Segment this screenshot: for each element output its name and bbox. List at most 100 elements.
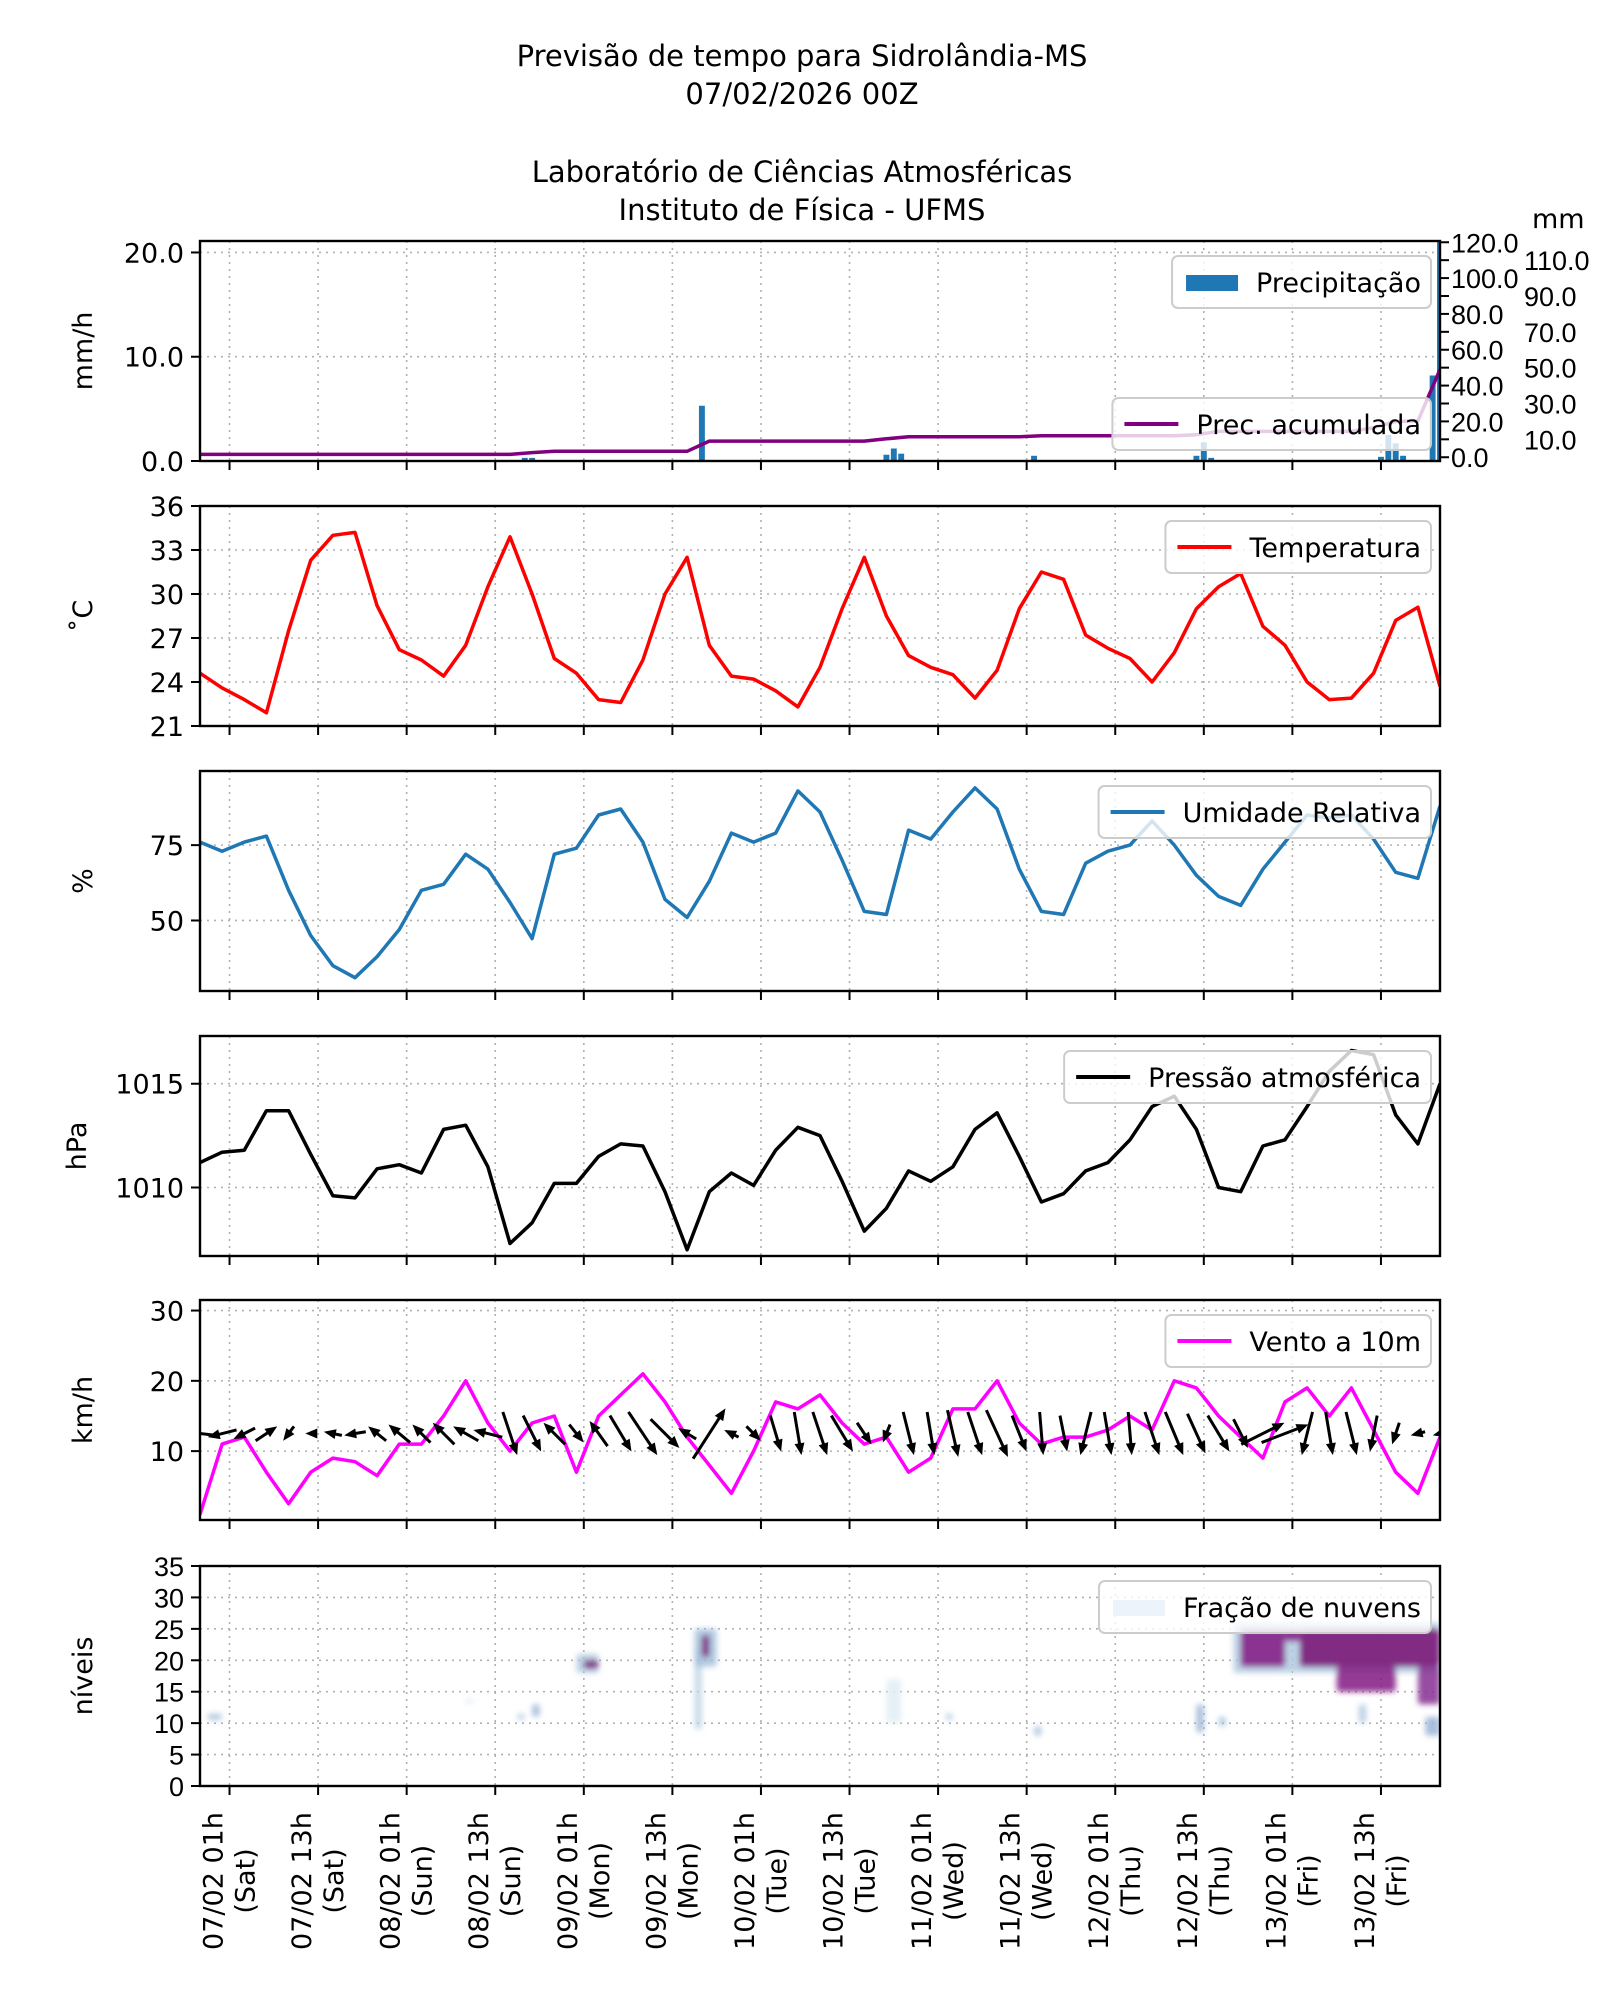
wind-arrow-head xyxy=(794,1442,805,1456)
wind-arrow xyxy=(368,1426,388,1442)
wind-arrow xyxy=(432,1422,456,1446)
wind-arrow xyxy=(882,1423,892,1443)
y-tick-label: 20.0 xyxy=(124,238,184,269)
wind-arrow xyxy=(1232,1418,1248,1448)
grid xyxy=(200,505,1440,727)
y-tick-label: 36 xyxy=(150,492,184,523)
wind-arrow-shaft xyxy=(1302,1411,1314,1449)
wind-arrow xyxy=(1367,1415,1379,1452)
wind-arrow-head xyxy=(906,1442,916,1456)
y-axis-label: mm/h xyxy=(68,312,99,391)
y-tick-label: 20 xyxy=(150,1367,184,1398)
x-tick-label-date: 12/02 13h xyxy=(1173,1812,1204,1950)
right-tick-label: 40.0 xyxy=(1451,372,1504,402)
right-tick-label: 120.0 xyxy=(1451,228,1519,258)
y-tick-label: 30 xyxy=(150,1297,184,1328)
x-tick-label-weekday: (Sat) xyxy=(319,1848,350,1913)
cloud-patch xyxy=(207,1713,223,1720)
legend-box xyxy=(1164,520,1432,574)
title-line-4: Instituto de Física - UFMS xyxy=(619,193,986,227)
cloud-patch xyxy=(1336,1666,1396,1692)
wind-arrow-shaft xyxy=(830,1414,851,1447)
wind-arrow-shaft xyxy=(1240,1424,1279,1446)
wind-arrow-head xyxy=(818,1442,829,1456)
pressure-line xyxy=(200,1048,1440,1252)
wind-arrow-head xyxy=(1174,1442,1184,1456)
cloud-patch xyxy=(694,1647,702,1730)
wind-arrow-head xyxy=(1150,1442,1161,1456)
wind-arrow xyxy=(724,1429,740,1440)
wind-arrow xyxy=(254,1426,278,1442)
panel-wind: 10 20 30 km/h Vento a 10m xyxy=(68,1297,1442,1529)
x-tick-label-date: 08/02 01h xyxy=(376,1812,407,1950)
y-tick-label: 10.0 xyxy=(124,343,184,374)
x-tick-label-weekday: (Fri) xyxy=(1382,1854,1413,1907)
wind-arrow-shaft xyxy=(966,1411,982,1449)
wind-arrow-shaft xyxy=(1261,1425,1303,1444)
x-tick-label-date: 08/02 13h xyxy=(464,1812,495,1950)
cloud-patch xyxy=(1240,1628,1285,1667)
wind-arrow-head xyxy=(283,1428,295,1441)
wind-arrow xyxy=(608,1414,632,1452)
wind-arrow xyxy=(344,1428,367,1439)
y-tick-label: 10 xyxy=(154,1709,184,1739)
y-axis-label: % xyxy=(68,868,99,894)
wind-arrow xyxy=(691,1408,726,1460)
bar-swatch-icon xyxy=(1186,275,1239,291)
legend-box xyxy=(1171,255,1432,309)
wind-arrow-head xyxy=(973,1442,984,1456)
right-tick-label: 100.0 xyxy=(1451,264,1519,294)
x-tick-label-weekday: (Sun) xyxy=(408,1845,439,1917)
plot-area xyxy=(200,530,1440,715)
right-tick-label: 80.0 xyxy=(1451,300,1504,330)
x-tick-label-weekday: (Tue) xyxy=(851,1847,882,1914)
wind-arrow-head xyxy=(388,1424,401,1437)
x-tick-label-weekday: (Sun) xyxy=(496,1845,527,1917)
wind-arrow-head xyxy=(1218,1438,1230,1452)
precip-bar xyxy=(1200,442,1207,461)
cloud-patch xyxy=(1218,1716,1226,1727)
x-tick-label-weekday: (Thu) xyxy=(1116,1845,1147,1917)
temperature-line xyxy=(200,530,1440,715)
panel-pressure: 1010 1015 hPa Pressão atmosférica xyxy=(62,1034,1442,1265)
x-axis-labels: 07/02 01h (Sat) 07/02 13h (Sat) 08/02 01h (Su… xyxy=(199,1812,1413,1950)
wind-arrow-head xyxy=(1271,1422,1285,1433)
y-tick-label: 15 xyxy=(154,1678,184,1708)
wind-arrow-shaft xyxy=(945,1409,959,1451)
wind-arrow-shaft xyxy=(925,1411,935,1449)
wind-arrow-shaft xyxy=(1010,1414,1026,1446)
wind-arrow-head xyxy=(882,1429,892,1443)
wind-arrow-head xyxy=(207,1429,221,1440)
precip-bar xyxy=(1378,456,1384,461)
wind-arrow xyxy=(473,1428,503,1439)
cloud-patch xyxy=(945,1713,953,1720)
wind-arrow xyxy=(568,1423,584,1443)
wind-arrow-head xyxy=(1125,1442,1136,1456)
wind-arrow-head xyxy=(772,1438,783,1452)
wind-arrow-head xyxy=(1410,1427,1424,1438)
wind-arrow-shaft xyxy=(792,1411,802,1449)
wind-arrow-head xyxy=(927,1442,938,1456)
x-tick-label-date: 10/02 13h xyxy=(819,1812,850,1950)
wind-arrow xyxy=(305,1428,318,1439)
wind-arrow-shaft xyxy=(1206,1414,1227,1447)
wind-arrow xyxy=(984,1409,1008,1457)
wind-arrow-shaft xyxy=(984,1409,1007,1452)
panel-temperature: 21 24 27 30 33 36 ˚C Temperatura xyxy=(68,492,1442,743)
legend: Vento a 10m xyxy=(1164,1314,1432,1368)
wind-arrow-shaft xyxy=(1143,1411,1159,1449)
wind-arrow xyxy=(412,1424,432,1444)
wind-arrow-shaft xyxy=(1038,1411,1045,1449)
wind-arrow-head xyxy=(1195,1440,1206,1454)
wind-arrow xyxy=(589,1420,609,1448)
wind-arrow-shaft xyxy=(1058,1415,1068,1445)
x-tick-label-date: 09/02 01h xyxy=(553,1812,584,1950)
wind-arrow xyxy=(1432,1429,1440,1437)
right-tick-label: 60.0 xyxy=(1451,336,1504,366)
axes-frame xyxy=(198,769,1442,993)
precip-bar xyxy=(1208,457,1215,461)
wind-arrow xyxy=(901,1411,916,1456)
wind-arrow-head xyxy=(1078,1442,1089,1456)
legend: Umidade Relativa xyxy=(1097,785,1432,839)
wind-arrow-head xyxy=(412,1424,425,1437)
